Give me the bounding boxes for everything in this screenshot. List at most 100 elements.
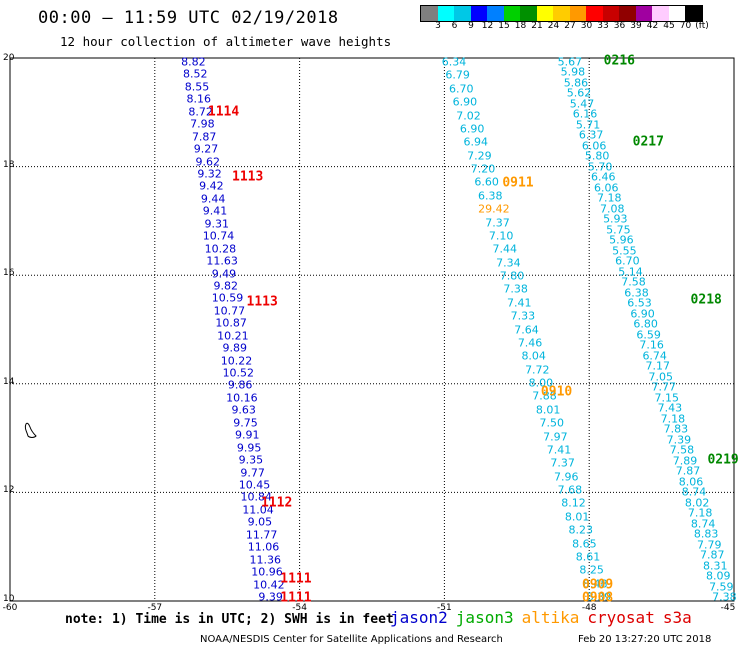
colorbar-swatch: [487, 6, 504, 21]
wave-height-value: 7.38: [712, 590, 737, 604]
pass-label: 1113: [246, 294, 278, 310]
wave-height-value: 6.70: [615, 254, 640, 268]
wave-height-value: 8.52: [182, 67, 208, 81]
colorbar-swatch: [503, 6, 520, 21]
wave-height-value: 8.16: [186, 92, 212, 106]
wave-height-value: 9.62: [195, 155, 221, 169]
wave-height-value: 8.55: [184, 80, 210, 94]
wave-height-value: 8.09: [706, 569, 731, 583]
wave-height-value: 6.90: [630, 307, 655, 321]
wave-height-value: 7.77: [651, 380, 677, 394]
pass-label: 1111: [280, 590, 312, 606]
wave-height-value: 7.58: [669, 443, 695, 457]
wave-height-value: 10.22: [220, 354, 253, 368]
longitude-label: -51: [437, 603, 452, 613]
generated-timestamp: Feb 20 13:27:20 UTC 2018: [578, 634, 712, 645]
wave-height-value: 29.42: [478, 202, 510, 216]
wave-height-value: 6.80: [633, 317, 658, 331]
colorbar-swatch: [437, 6, 454, 21]
colorbar-label: 12: [481, 21, 494, 31]
wave-height-value: 6.37: [578, 128, 604, 142]
latitude-label: 10: [3, 594, 15, 604]
wave-height-value: 8.65: [572, 537, 597, 550]
wave-height-value: 7.37: [485, 216, 510, 229]
longitude-label: -54: [292, 603, 307, 613]
latitude-label: 14: [3, 376, 15, 387]
wave-height-value: 5.62: [566, 86, 592, 100]
wave-height-value: 6.53: [627, 296, 652, 310]
wave-height-value: 8.02: [684, 496, 710, 510]
longitude-label: -60: [2, 603, 18, 613]
wave-height-value: 9.82: [213, 279, 238, 293]
wave-height-value: 9.44: [200, 192, 226, 206]
wave-height-value: 9.42: [199, 179, 224, 193]
colorbar-swatch: [520, 6, 537, 21]
wave-height-value: 11.04: [242, 503, 274, 517]
colorbar-swatch: [635, 6, 652, 21]
wave-height-value: 7.10: [488, 229, 514, 243]
units-note: note: 1) Time is in UTC; 2) SWH is in fe…: [65, 612, 394, 627]
wave-height-value: 10.59: [211, 291, 244, 305]
wave-height-value: 8.31: [703, 559, 728, 573]
wave-height-value: 5.14: [618, 265, 643, 279]
map-frame: [9, 57, 735, 602]
wave-height-value: 6.74: [642, 349, 667, 363]
colorbar-label: 21: [531, 21, 543, 31]
island-outline-icon: [24, 422, 37, 438]
wave-height-value: 7.58: [621, 275, 646, 289]
wave-height-value: 9.91: [235, 428, 260, 442]
wave-height-value: 7.50: [539, 416, 565, 430]
colorbar-swatch: [668, 6, 685, 21]
wave-height-value: 6.38: [478, 189, 503, 203]
wave-height-value: 7.20: [470, 162, 496, 176]
wave-height-value: 8.25: [579, 563, 604, 577]
legend-s3a: s3a: [662, 608, 692, 627]
legend-jason2: jason2: [390, 608, 448, 627]
latitude-label: 12: [3, 485, 15, 496]
wave-height-value: 7.17: [645, 359, 670, 373]
wave-height-value: 7.05: [648, 370, 673, 384]
wave-height-value: 9.75: [233, 416, 258, 430]
pass-label: 0911: [502, 175, 534, 191]
pass-label: 0909: [581, 577, 614, 593]
wave-height-value: 5.67: [557, 55, 583, 69]
wave-height-value: 7.08: [600, 202, 625, 216]
wave-height-value: 7.46: [517, 336, 543, 350]
wave-height-value: 11.36: [249, 553, 282, 567]
colorbar-swatch: [536, 6, 553, 21]
wave-height-value: 6.90: [452, 95, 478, 109]
colorbar-swatch: [619, 6, 636, 21]
wave-height-value: 9.39: [258, 590, 283, 604]
colorbar-swatch: [685, 6, 702, 21]
wave-height-value: 7.18: [660, 412, 686, 426]
colorbar-swatch: [553, 6, 570, 21]
colorbar-label: 42: [646, 21, 659, 31]
wave-height-value: 5.80: [584, 149, 610, 163]
latitude-label: 20: [3, 53, 15, 63]
colorbar-label: 24: [547, 21, 560, 31]
colorbar-label: 27: [564, 21, 576, 31]
pass-label: 1113: [232, 169, 264, 185]
wave-height-value: 9.05: [247, 515, 273, 529]
latitude-label: 16: [3, 268, 15, 279]
wave-height-value: 9.95: [236, 441, 262, 455]
wave-height-value: 8.74: [681, 485, 707, 499]
wave-height-value: 9.27: [193, 142, 219, 156]
wave-height-value: 10.45: [238, 478, 271, 492]
wave-height-value: 7.87: [191, 130, 217, 144]
wave-height-value: 8.23: [568, 523, 594, 537]
wave-height-value: 7.87: [699, 548, 725, 562]
wave-height-value: 5.96: [609, 233, 634, 247]
pass-label: 0908: [581, 590, 614, 606]
wave-height-value: 10.77: [213, 304, 246, 318]
wave-height-value: 7.33: [510, 309, 536, 323]
wave-height-value: 10.74: [202, 229, 235, 243]
wave-height-value: 8.12: [561, 496, 586, 510]
wave-height-value: 8.83: [693, 527, 719, 541]
wave-height-value: 11.77: [245, 528, 278, 542]
wave-height-value: 7.18: [597, 191, 622, 205]
wave-height-value: 5.71: [575, 118, 601, 132]
pass-label: 1111: [280, 571, 312, 587]
colorbar-swatch: [421, 6, 438, 21]
